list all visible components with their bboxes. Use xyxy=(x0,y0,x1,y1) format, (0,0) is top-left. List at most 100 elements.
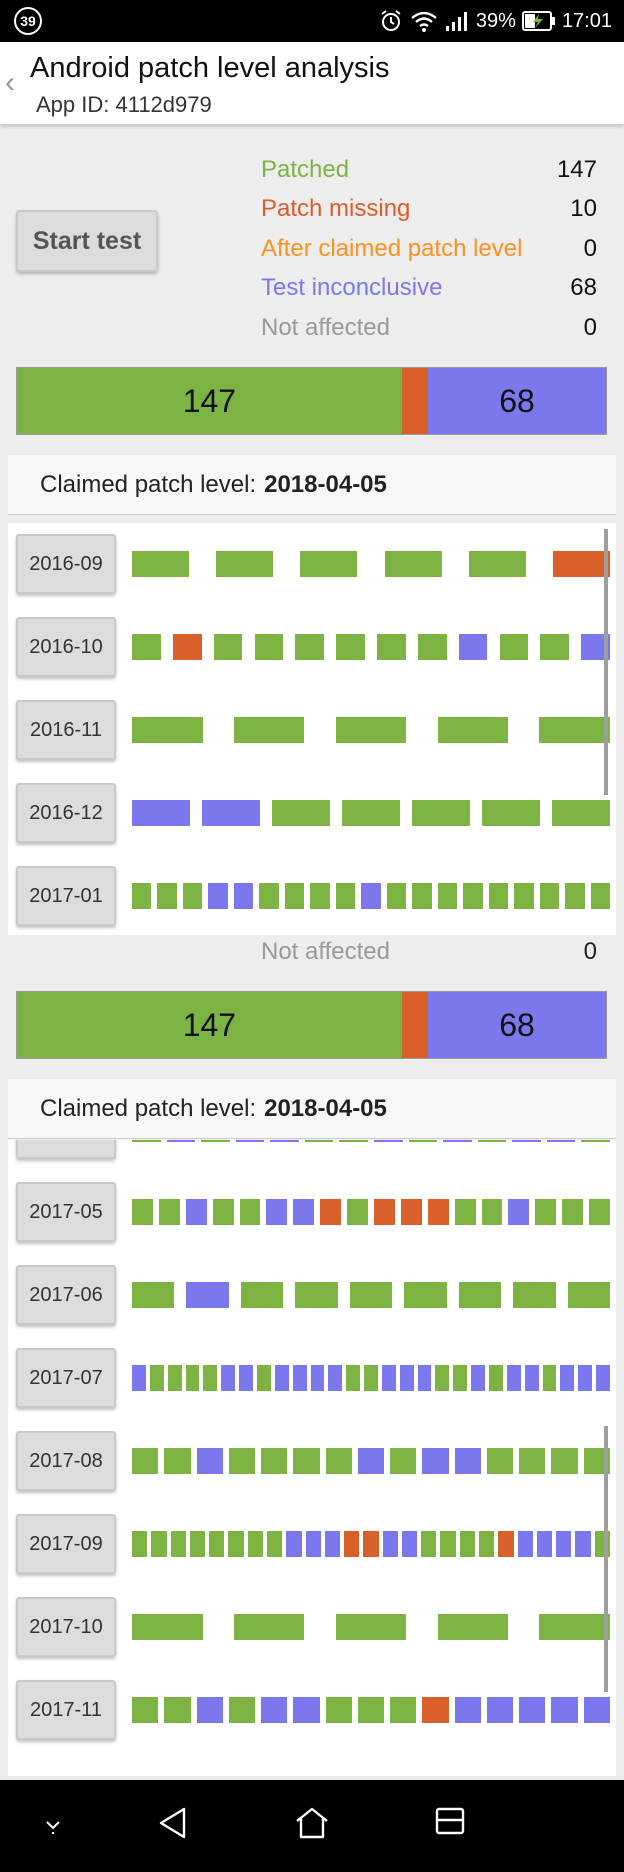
missing-test-block[interactable] xyxy=(427,1199,449,1225)
inconclusive-test-block[interactable] xyxy=(454,1697,481,1723)
patched-test-block[interactable] xyxy=(157,883,177,909)
patched-test-block[interactable] xyxy=(482,800,540,826)
patched-test-block[interactable] xyxy=(189,1531,206,1557)
inconclusive-test-block[interactable] xyxy=(583,1697,610,1723)
inconclusive-test-block[interactable] xyxy=(274,1365,289,1391)
patched-test-block[interactable] xyxy=(481,1199,503,1225)
patched-test-block[interactable] xyxy=(256,1365,271,1391)
patched-test-block[interactable] xyxy=(440,1531,456,1557)
patched-test-block[interactable] xyxy=(201,1140,230,1142)
inconclusive-test-block[interactable] xyxy=(166,1140,196,1142)
inconclusive-test-block[interactable] xyxy=(524,1365,539,1391)
inconclusive-test-block[interactable] xyxy=(239,1365,253,1391)
inconclusive-test-block[interactable] xyxy=(560,1365,575,1391)
patched-test-block[interactable] xyxy=(233,1614,305,1640)
back-icon[interactable] xyxy=(158,1806,188,1840)
patched-test-block[interactable] xyxy=(132,717,203,743)
patched-test-block[interactable] xyxy=(295,1282,338,1308)
patched-test-block[interactable] xyxy=(479,1531,495,1557)
patched-test-block[interactable] xyxy=(216,551,274,577)
patched-test-block[interactable] xyxy=(325,1697,352,1723)
patched-test-block[interactable] xyxy=(542,1365,557,1391)
inconclusive-test-block[interactable] xyxy=(374,1140,403,1142)
patched-test-block[interactable] xyxy=(589,1199,610,1225)
patched-test-block[interactable] xyxy=(477,1140,507,1142)
patched-test-block[interactable] xyxy=(132,1614,203,1640)
patched-test-block[interactable] xyxy=(390,1448,417,1474)
patched-test-block[interactable] xyxy=(459,1531,476,1557)
patched-test-block[interactable] xyxy=(377,634,406,660)
inconclusive-test-block[interactable] xyxy=(596,1365,610,1391)
patched-test-block[interactable] xyxy=(435,1365,450,1391)
patched-test-block[interactable] xyxy=(182,883,203,909)
patched-test-block[interactable] xyxy=(158,1199,180,1225)
inconclusive-test-block[interactable] xyxy=(517,1531,533,1557)
inconclusive-test-block[interactable] xyxy=(208,883,228,909)
inconclusive-test-block[interactable] xyxy=(261,1697,288,1723)
patched-test-block[interactable] xyxy=(408,1140,438,1142)
inconclusive-test-block[interactable] xyxy=(471,1365,486,1391)
patched-test-block[interactable] xyxy=(412,800,470,826)
patched-test-block[interactable] xyxy=(300,551,358,577)
inconclusive-test-block[interactable] xyxy=(508,1199,530,1225)
inconclusive-test-block[interactable] xyxy=(293,1697,320,1723)
patched-test-block[interactable] xyxy=(310,883,330,909)
patched-test-block[interactable] xyxy=(551,1448,578,1474)
inconclusive-test-block[interactable] xyxy=(235,1140,265,1142)
patched-test-block[interactable] xyxy=(437,717,509,743)
patched-test-block[interactable] xyxy=(342,800,400,826)
patched-test-block[interactable] xyxy=(513,1282,556,1308)
inconclusive-test-block[interactable] xyxy=(486,1697,514,1723)
patched-test-block[interactable] xyxy=(437,1614,509,1640)
inconclusive-test-block[interactable] xyxy=(454,1448,481,1474)
patched-test-block[interactable] xyxy=(581,1140,610,1142)
inconclusive-test-block[interactable] xyxy=(546,1140,576,1142)
patched-test-block[interactable] xyxy=(540,634,570,660)
home-icon[interactable] xyxy=(294,1806,330,1840)
patched-test-block[interactable] xyxy=(590,883,610,909)
patched-test-block[interactable] xyxy=(228,1697,256,1723)
patched-test-block[interactable] xyxy=(233,717,305,743)
patched-test-block[interactable] xyxy=(349,1282,393,1308)
month-button[interactable]: 2017-08 xyxy=(16,1431,116,1491)
patched-test-block[interactable] xyxy=(539,717,610,743)
patched-test-block[interactable] xyxy=(486,1448,514,1474)
patched-test-block[interactable] xyxy=(132,551,190,577)
patched-test-block[interactable] xyxy=(565,883,585,909)
inconclusive-test-block[interactable] xyxy=(328,1365,343,1391)
patched-test-block[interactable] xyxy=(535,1199,557,1225)
inconclusive-test-block[interactable] xyxy=(186,1282,229,1308)
patched-test-block[interactable] xyxy=(454,1199,476,1225)
patched-test-block[interactable] xyxy=(325,1448,352,1474)
inconclusive-test-block[interactable] xyxy=(357,1448,385,1474)
inconclusive-test-block[interactable] xyxy=(233,883,254,909)
inconclusive-test-block[interactable] xyxy=(196,1448,223,1474)
patched-test-block[interactable] xyxy=(463,883,483,909)
patched-test-block[interactable] xyxy=(213,634,243,660)
inconclusive-test-block[interactable] xyxy=(551,1697,578,1723)
patched-test-block[interactable] xyxy=(212,1199,234,1225)
patched-test-block[interactable] xyxy=(384,551,442,577)
scrollbar[interactable] xyxy=(604,529,608,795)
missing-test-block[interactable] xyxy=(400,1199,422,1225)
patched-test-block[interactable] xyxy=(417,634,447,660)
patched-test-block[interactable] xyxy=(240,1282,284,1308)
patched-test-block[interactable] xyxy=(259,883,279,909)
inconclusive-test-block[interactable] xyxy=(401,1531,418,1557)
patched-test-block[interactable] xyxy=(357,1697,385,1723)
inconclusive-test-block[interactable] xyxy=(512,1140,541,1142)
patched-test-block[interactable] xyxy=(335,717,407,743)
month-button[interactable]: 2017-01 xyxy=(16,866,116,926)
patched-test-block[interactable] xyxy=(228,1531,244,1557)
inconclusive-test-block[interactable] xyxy=(382,1531,398,1557)
patched-test-block[interactable] xyxy=(335,1614,407,1640)
patched-test-block[interactable] xyxy=(293,1448,320,1474)
inconclusive-test-block[interactable] xyxy=(361,883,381,909)
patched-test-block[interactable] xyxy=(132,1697,159,1723)
inconclusive-test-block[interactable] xyxy=(443,1140,472,1142)
inconclusive-test-block[interactable] xyxy=(381,1365,396,1391)
patched-test-block[interactable] xyxy=(284,883,305,909)
inconclusive-test-block[interactable] xyxy=(305,1531,321,1557)
patched-test-block[interactable] xyxy=(247,1531,263,1557)
patched-test-block[interactable] xyxy=(346,1365,361,1391)
